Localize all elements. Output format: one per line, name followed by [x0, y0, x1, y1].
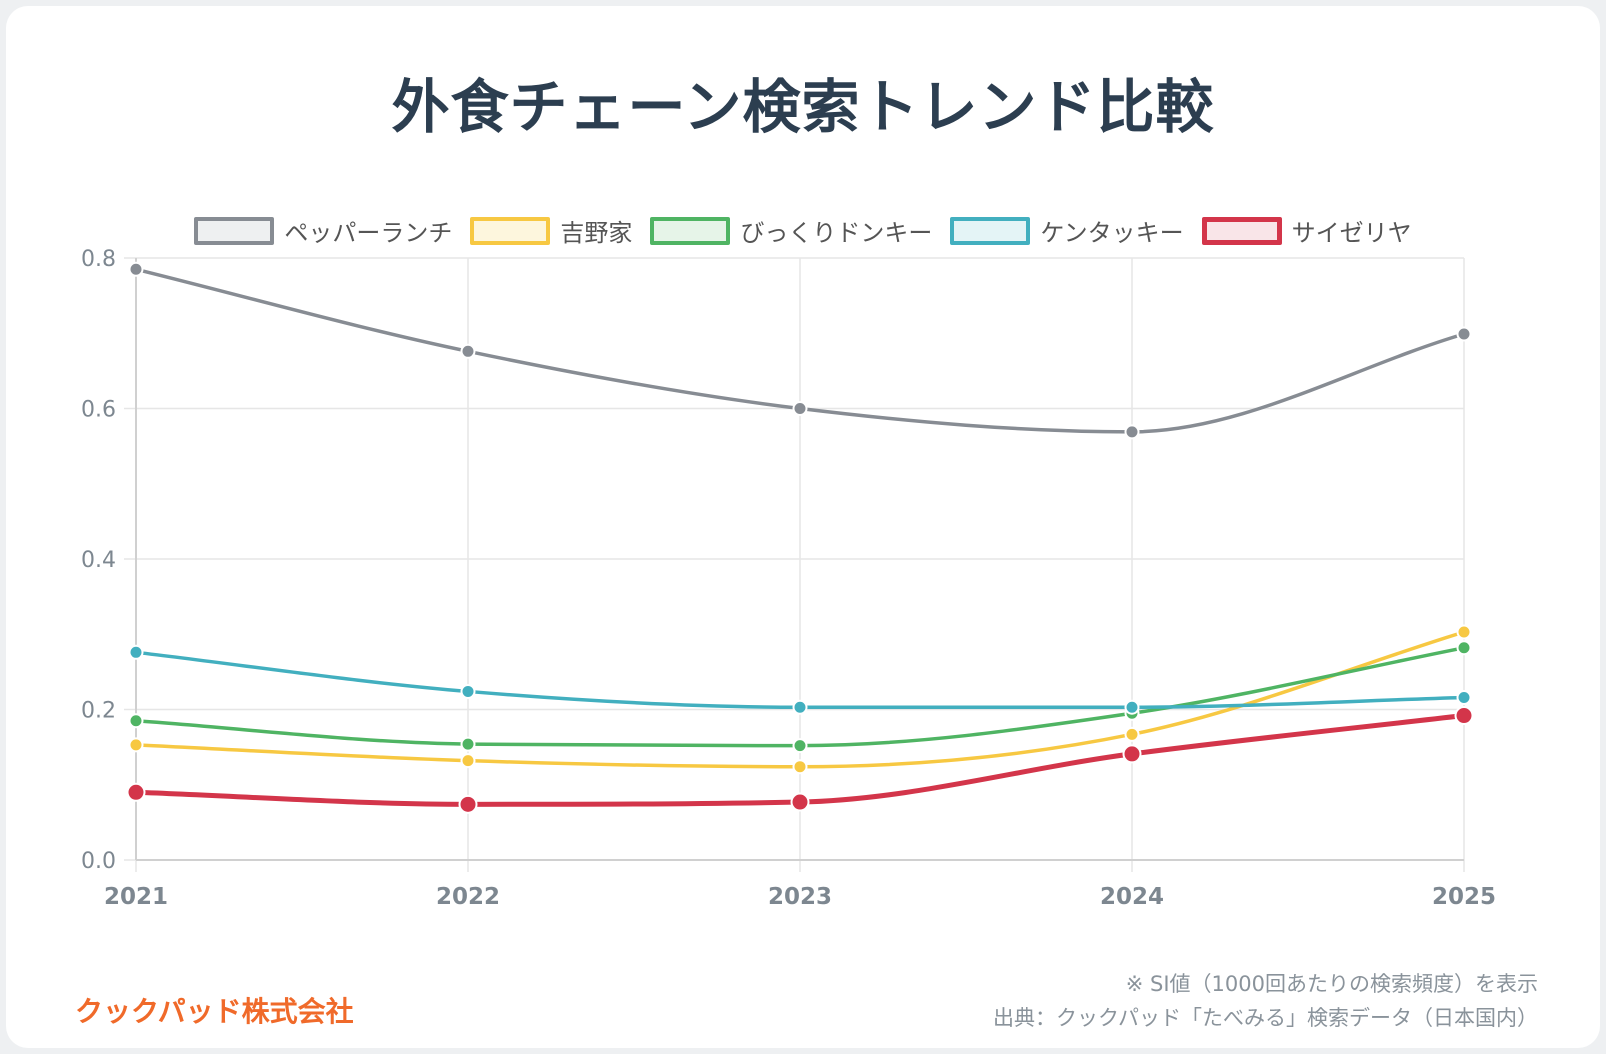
series-0-point-4	[1456, 326, 1472, 342]
series-0-point-2	[792, 401, 808, 416]
legend-label: ペッパーランチ	[284, 219, 453, 247]
legend-swatch	[194, 216, 275, 245]
legend-label: ケンタッキー	[1040, 219, 1184, 247]
page-title: 外食チェーン検索トレンド比較	[391, 73, 1215, 141]
company-name: クックパッド株式会社	[75, 995, 354, 1028]
x-tick-label: 2024	[1100, 884, 1164, 910]
series-3-point-2	[792, 699, 808, 715]
legend-item-0[interactable]: ペッパーランチ	[194, 213, 452, 248]
series-points	[126, 261, 1474, 814]
series-4-point-4	[1454, 706, 1474, 726]
x-tick-labels: 2021 2022 2023 2024 2025	[104, 884, 1496, 910]
series-2-point-1	[460, 736, 476, 752]
series-0-point-0	[128, 261, 144, 277]
x-tick-label: 2021	[104, 884, 168, 910]
legend-label: 吉野家	[560, 219, 633, 247]
x-tick-label: 2022	[436, 884, 500, 910]
y-tick-label: 0.6	[81, 398, 116, 423]
series-2-point-2	[792, 738, 808, 754]
series-3-point-4	[1456, 689, 1472, 705]
series-1-point-4	[1456, 624, 1472, 640]
series-3-point-1	[460, 683, 476, 699]
legend-swatch	[1201, 216, 1282, 245]
series-0-point-1	[460, 343, 476, 359]
series-4-point-2	[790, 792, 810, 812]
legend-swatch	[470, 216, 551, 245]
series-2-point-0	[128, 713, 144, 729]
si-note: ※ SI値（1000回あたりの検索頻度）を表示	[1125, 972, 1538, 996]
chart-card	[6, 6, 1600, 1048]
series-4-point-0	[126, 782, 146, 802]
x-tick-label: 2023	[768, 884, 832, 910]
series-0-point-3	[1124, 424, 1140, 440]
legend-swatch	[650, 216, 731, 245]
series-3-point-3	[1124, 699, 1140, 715]
y-tick-label: 0.8	[81, 247, 116, 272]
series-3-point-0	[128, 644, 144, 660]
series-1-point-1	[460, 753, 476, 769]
legend: ペッパーランチ 吉野家 びっくりドンキー ケンタッキー サイゼリヤ	[0, 213, 1606, 248]
source-note: 出典：クックパッド「たべみる」検索データ（日本国内）	[993, 1006, 1538, 1030]
series-4-point-3	[1122, 744, 1142, 764]
grid-lines	[124, 257, 1465, 872]
legend-item-1[interactable]: 吉野家	[470, 213, 632, 248]
series-2-point-4	[1456, 640, 1472, 656]
y-tick-label: 0.2	[81, 699, 116, 724]
series-1-point-2	[792, 759, 808, 775]
legend-item-2[interactable]: びっくりドンキー	[650, 213, 932, 248]
series-1-point-3	[1124, 726, 1140, 742]
legend-label: サイゼリヤ	[1291, 219, 1412, 247]
x-tick-label: 2025	[1432, 884, 1496, 910]
legend-label: びっくりドンキー	[740, 219, 933, 247]
legend-item-3[interactable]: ケンタッキー	[950, 213, 1184, 248]
legend-swatch	[950, 216, 1031, 245]
y-tick-labels: 0.0 0.2 0.4 0.6 0.8	[81, 247, 116, 874]
series-4-point-1	[458, 794, 478, 814]
y-tick-label: 0.0	[81, 849, 116, 874]
legend-item-4[interactable]: サイゼリヤ	[1201, 213, 1412, 248]
series-1-point-0	[128, 737, 144, 753]
y-tick-label: 0.4	[81, 548, 116, 573]
footnote: ※ SI値（1000回あたりの検索頻度）を表示 出典：クックパッド「たべみる」検…	[993, 967, 1538, 1035]
